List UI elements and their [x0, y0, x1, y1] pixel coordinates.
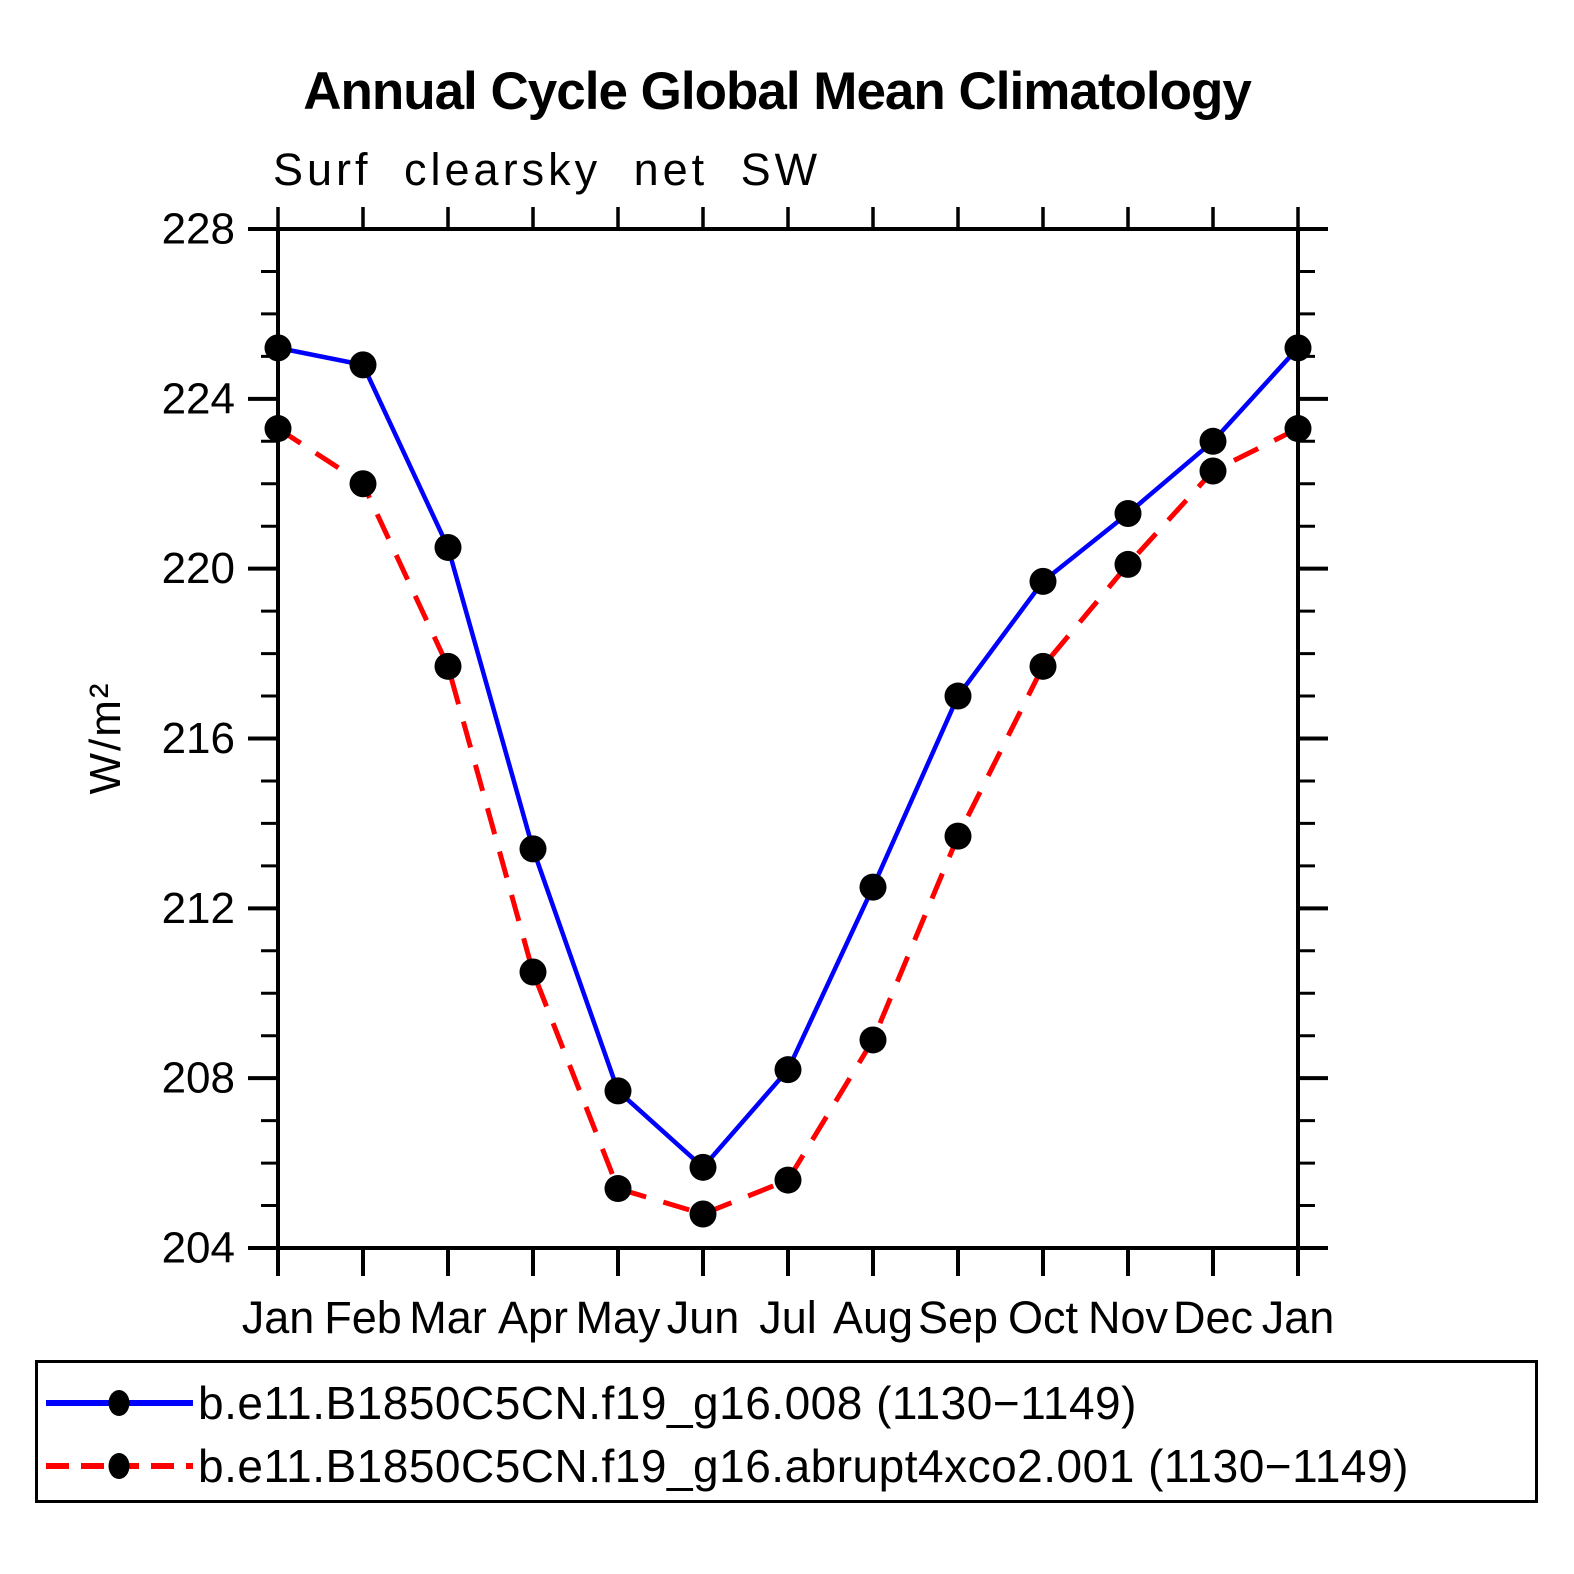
y-tick-label: 228	[162, 205, 235, 254]
legend-line-sample-dashed	[46, 1453, 193, 1479]
data-point-marker	[1284, 415, 1312, 443]
legend-marker-icon	[108, 1390, 130, 1416]
legend: b.e11.B1850C5CN.f19_g16.008 (1130−1149) …	[35, 1360, 1538, 1503]
x-tick-label: Nov	[1088, 1292, 1169, 1343]
series-line-1	[276, 426, 1300, 1217]
data-point-marker	[604, 1077, 632, 1105]
x-tick-label: Jul	[759, 1292, 817, 1343]
data-point-marker	[1114, 499, 1142, 527]
data-point-marker	[1029, 567, 1057, 595]
legend-item: b.e11.B1850C5CN.f19_g16.008 (1130−1149)	[43, 1372, 1137, 1434]
x-tick-label: Dec	[1173, 1292, 1253, 1343]
legend-marker-icon	[108, 1453, 130, 1479]
data-point-marker	[1114, 550, 1142, 578]
x-tick-label: Mar	[409, 1292, 487, 1343]
data-point-marker	[349, 351, 377, 379]
chart-subtitle: Surf clearsky net SW	[273, 144, 822, 195]
data-point-marker	[264, 334, 292, 362]
data-point-marker	[434, 533, 462, 561]
y-tick-label: 220	[162, 544, 235, 593]
data-point-marker	[944, 822, 972, 850]
legend-line-sample-solid	[46, 1390, 193, 1416]
data-point-marker	[859, 1026, 887, 1054]
chart-title: Annual Cycle Global Mean Climatology	[303, 62, 1252, 121]
data-point-marker	[264, 415, 292, 443]
plot-area: Jan Feb Mar Apr May Jun Jul Aug Sep Oct Nov Dec Jan2…	[162, 205, 1335, 1344]
data-point-marker	[519, 958, 547, 986]
data-point-marker	[689, 1153, 717, 1181]
data-point-marker	[349, 470, 377, 498]
axis-frame	[276, 227, 1300, 1250]
series-line-0	[277, 345, 1300, 1171]
x-tick-label: Apr	[498, 1292, 568, 1343]
data-point-marker	[1029, 652, 1057, 680]
legend-label: b.e11.B1850C5CN.f19_g16.abrupt4xco2.001 …	[198, 1440, 1409, 1492]
x-tick-label: Sep	[918, 1292, 998, 1343]
legend-item: b.e11.B1850C5CN.f19_g16.abrupt4xco2.001 …	[43, 1435, 1409, 1497]
data-point-marker	[604, 1175, 632, 1203]
x-tick-label: Oct	[1008, 1292, 1079, 1343]
x-tick-label: Jan	[1262, 1292, 1335, 1343]
data-point-marker	[519, 835, 547, 863]
y-tick-label: 208	[162, 1054, 235, 1103]
series-lines	[276, 345, 1300, 1217]
x-tick-label: Feb	[324, 1292, 402, 1343]
data-point-marker	[689, 1200, 717, 1228]
data-point-marker	[774, 1166, 802, 1194]
data-point-marker	[774, 1056, 802, 1084]
data-point-marker	[944, 682, 972, 710]
y-tick-label: 216	[162, 714, 235, 763]
y-axis: 204 208 212 216 220 224 228	[162, 205, 1328, 1273]
data-point-marker	[1199, 427, 1227, 455]
x-tick-label: Aug	[833, 1292, 913, 1343]
y-tick-label: 224	[162, 374, 235, 423]
data-point-marker	[434, 652, 462, 680]
y-tick-label: 212	[162, 884, 235, 933]
data-point-marker	[1199, 457, 1227, 485]
x-tick-label: May	[575, 1292, 661, 1343]
data-point-marker	[1284, 334, 1312, 362]
legend-label: b.e11.B1850C5CN.f19_g16.008 (1130−1149)	[198, 1377, 1137, 1429]
series-markers	[264, 334, 1312, 1228]
x-tick-label: Jun	[667, 1292, 740, 1343]
y-tick-label: 204	[162, 1224, 235, 1273]
x-axis: Jan Feb Mar Apr May Jun Jul Aug Sep Oct Nov Dec Jan	[242, 207, 1335, 1343]
x-tick-label: Jan	[242, 1292, 315, 1343]
data-point-marker	[859, 873, 887, 901]
